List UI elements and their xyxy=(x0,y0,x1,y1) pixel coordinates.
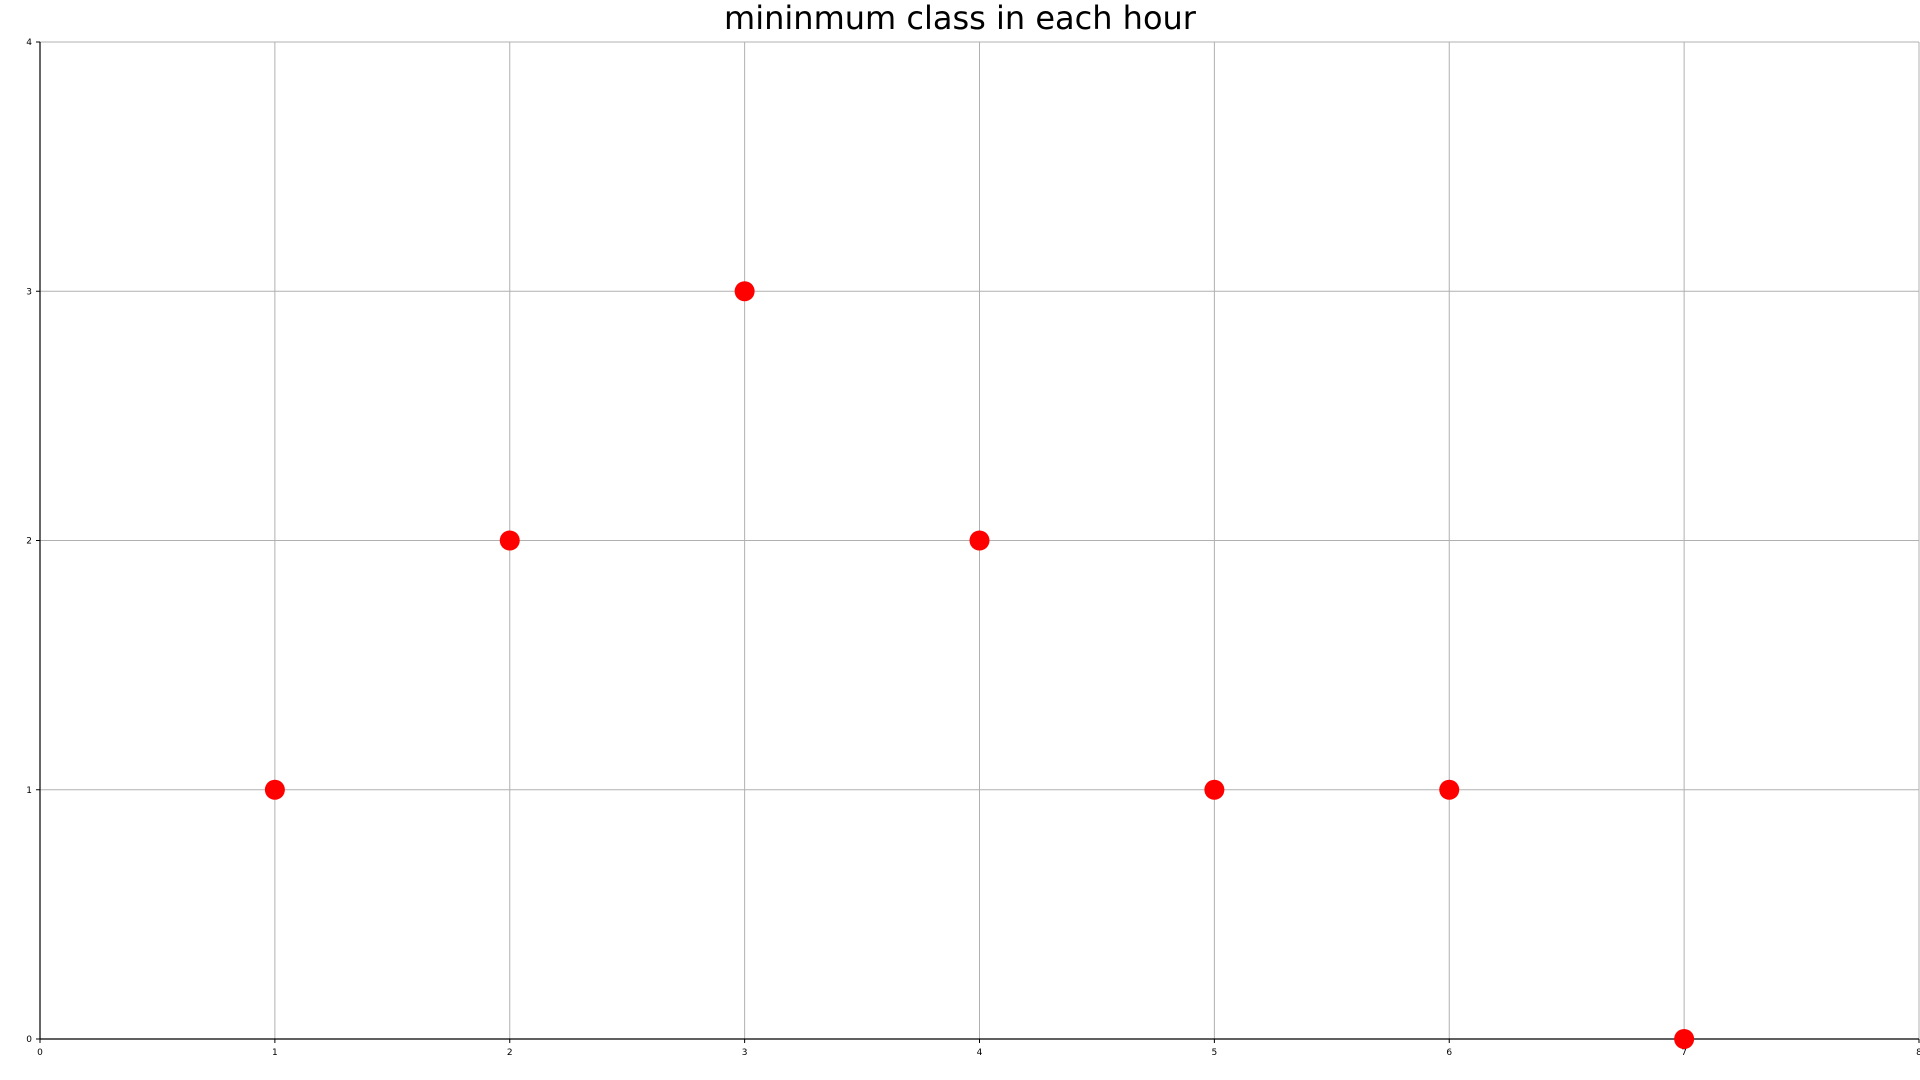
x-tick-label-8: 8 xyxy=(1916,1048,1920,1058)
x-tick-label-4: 4 xyxy=(977,1048,983,1058)
data-point-0-3 xyxy=(969,530,990,551)
y-tick-label-3: 3 xyxy=(26,287,32,297)
x-tick-label-1: 1 xyxy=(272,1048,278,1058)
x-tick-label-3: 3 xyxy=(742,1048,748,1058)
data-point-0-2 xyxy=(734,281,755,302)
data-point-0-6 xyxy=(1674,1029,1695,1049)
data-point-0-1 xyxy=(499,530,520,551)
y-tick-label-2: 2 xyxy=(26,537,32,547)
x-tick-label-7: 7 xyxy=(1681,1048,1687,1058)
y-tick-label-1: 1 xyxy=(26,786,32,796)
y-tick-label-4: 4 xyxy=(26,38,32,48)
x-tick-label-6: 6 xyxy=(1446,1048,1452,1058)
x-tick-label-2: 2 xyxy=(507,1048,513,1058)
data-point-0-5 xyxy=(1439,779,1460,800)
data-point-0-0 xyxy=(264,779,285,800)
y-tick-label-0: 0 xyxy=(26,1035,32,1045)
data-points xyxy=(264,281,1695,1049)
ticks: 0 1 2 3 4 5 6 7 8 0 1 2 3 4 xyxy=(26,38,1920,1058)
chart-title: mininmum class in each hour xyxy=(724,0,1197,37)
x-tick-label-5: 5 xyxy=(1212,1048,1218,1058)
data-point-0-4 xyxy=(1204,779,1225,800)
x-tick-label-0: 0 xyxy=(37,1048,43,1058)
